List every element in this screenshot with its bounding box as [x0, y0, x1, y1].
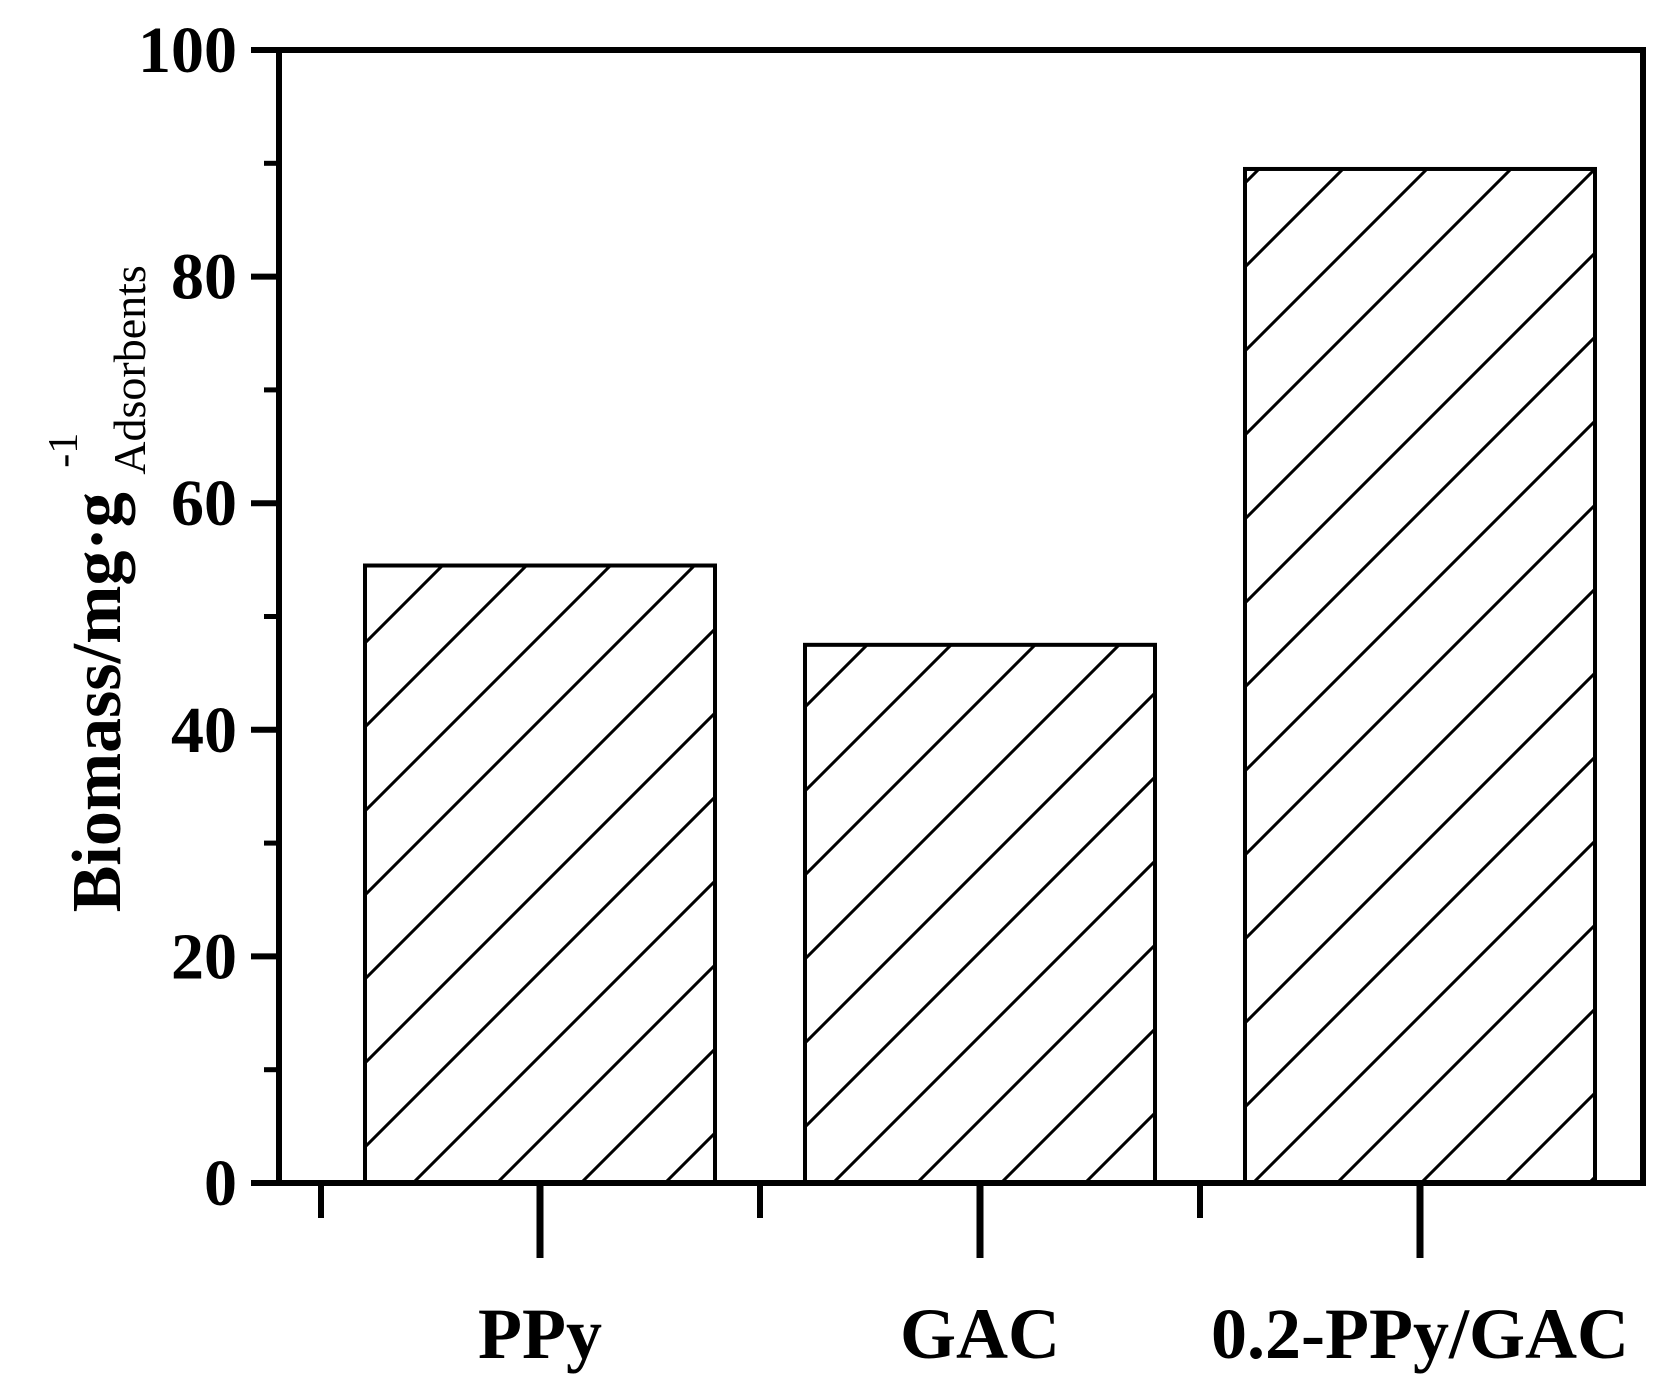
y-axis-title-main: Biomass/mg·g [59, 492, 136, 912]
x-tick-label-1: PPy [478, 1294, 602, 1374]
bar-1 [363, 563, 717, 1185]
y-axis-title-subscript: Adsorbents [104, 265, 155, 475]
y-tick-label-100: 100 [138, 14, 237, 87]
y-axis-title: Biomass/mg·g Adsorbents -1 [41, 248, 161, 913]
y-tick-label-0: 0 [204, 1147, 237, 1220]
bar-2 [803, 642, 1157, 1185]
y-tick-label-20: 20 [171, 920, 237, 993]
bars-layer [363, 166, 1597, 1185]
x-tick-label-3: 0.2-PPy/GAC [1211, 1294, 1629, 1374]
y-tick-label-80: 80 [171, 241, 237, 314]
y-tick-label-60: 60 [171, 467, 237, 540]
y-axis-title-superscript: -1 [41, 433, 87, 468]
x-tick-label-2: GAC [900, 1294, 1060, 1374]
bar-3 [1243, 166, 1597, 1185]
y-tick-label-40: 40 [171, 694, 237, 767]
axes-layer: PPy GAC 0.2-PPy/GAC 0 20 40 60 80 100 [138, 14, 1629, 1374]
